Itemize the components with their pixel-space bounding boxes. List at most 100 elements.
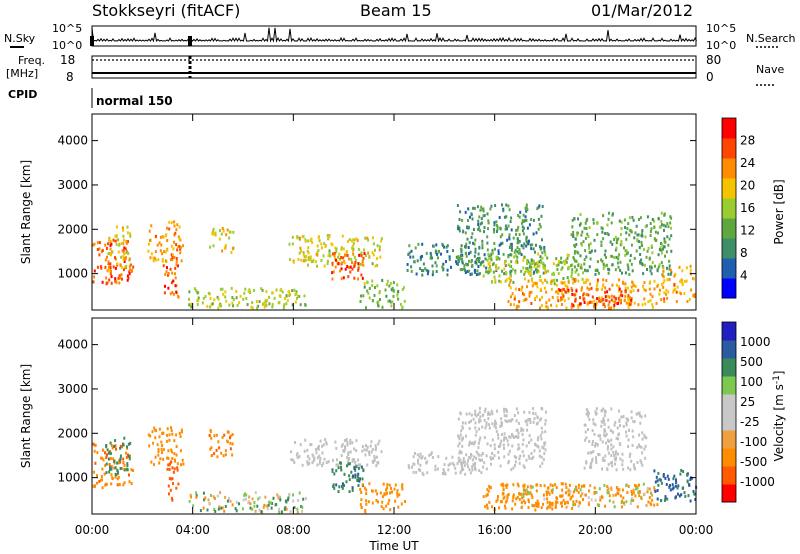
velocity-cell bbox=[610, 438, 613, 442]
velocity-cell bbox=[515, 456, 518, 460]
velocity-cell bbox=[480, 471, 483, 475]
velocity-cell bbox=[228, 497, 230, 500]
power-cell bbox=[660, 283, 663, 286]
velocity-cell bbox=[151, 430, 154, 434]
noise-tick-low-right: 10^0 bbox=[706, 39, 736, 52]
power-cell bbox=[668, 237, 671, 241]
velocity-cell bbox=[459, 471, 462, 475]
power-cell bbox=[589, 257, 592, 261]
velocity-cell bbox=[666, 474, 669, 478]
power-cell bbox=[331, 263, 334, 267]
velocity-cell bbox=[270, 506, 273, 510]
power-cell bbox=[666, 222, 669, 226]
velocity-cell bbox=[517, 443, 520, 447]
power-cell bbox=[672, 290, 675, 294]
velocity-cell bbox=[167, 456, 170, 460]
power-cell bbox=[118, 243, 121, 247]
velocity-cell bbox=[485, 454, 488, 458]
velocity-cell bbox=[544, 419, 547, 422]
power-cell bbox=[571, 277, 574, 281]
power-cell bbox=[523, 293, 526, 297]
velocity-cell bbox=[229, 441, 232, 445]
power-cell bbox=[509, 220, 512, 224]
velocity-cell bbox=[532, 420, 535, 424]
power-cell bbox=[560, 288, 563, 292]
power-cell bbox=[492, 262, 495, 266]
velocity-cell bbox=[602, 417, 605, 421]
velocity-cell bbox=[502, 484, 505, 488]
power-cell bbox=[326, 259, 329, 263]
power-cell bbox=[366, 236, 369, 240]
power-cell bbox=[459, 268, 462, 272]
velocity-cell bbox=[315, 451, 318, 455]
power-cell bbox=[111, 250, 114, 254]
velocity-cell bbox=[430, 451, 433, 455]
power-cell bbox=[629, 259, 632, 263]
power-cell bbox=[178, 237, 181, 241]
velocity-cell bbox=[180, 463, 182, 467]
velocity-cell bbox=[156, 443, 159, 447]
power-cell bbox=[475, 258, 478, 262]
power-cell bbox=[125, 240, 128, 243]
power-cell bbox=[98, 247, 101, 251]
velocity-cell bbox=[635, 487, 637, 491]
power-cell bbox=[126, 231, 129, 235]
power-cell bbox=[128, 264, 131, 268]
power-cell bbox=[281, 290, 284, 294]
velocity-cell bbox=[490, 457, 492, 461]
velocity-cell bbox=[521, 433, 524, 436]
velocity-cell bbox=[337, 463, 340, 467]
power-cell bbox=[657, 217, 660, 221]
power-cell bbox=[651, 303, 654, 307]
velocity-cell bbox=[123, 468, 126, 472]
power-cell bbox=[510, 260, 513, 264]
velocity-cell bbox=[354, 468, 357, 472]
velocity-cell bbox=[168, 433, 171, 437]
power-cell bbox=[477, 219, 480, 223]
velocity-cell bbox=[473, 463, 476, 467]
power-cell bbox=[532, 281, 535, 285]
velocity-cell bbox=[499, 500, 502, 504]
power-cell bbox=[542, 261, 545, 265]
velocity-cell bbox=[607, 438, 609, 442]
power-cell bbox=[110, 253, 112, 257]
power-cell bbox=[93, 242, 96, 246]
velocity-cell bbox=[640, 415, 643, 419]
velocity-cell bbox=[177, 482, 180, 486]
power-cell bbox=[112, 265, 115, 269]
power-cell bbox=[459, 254, 462, 257]
power-cell bbox=[596, 260, 599, 264]
power-cell bbox=[461, 257, 463, 261]
velocity-cell bbox=[646, 487, 649, 490]
velocity-cell bbox=[108, 450, 111, 454]
velocity-cell bbox=[358, 479, 361, 483]
velocity-cell bbox=[431, 456, 434, 459]
velocity-cell bbox=[503, 455, 506, 459]
power-cell bbox=[123, 238, 125, 242]
velocity-cell bbox=[120, 445, 123, 449]
velocity-cell bbox=[312, 459, 315, 463]
power-cell bbox=[612, 305, 615, 309]
velocity-cell bbox=[577, 483, 580, 487]
power-cell bbox=[474, 238, 477, 242]
power-cell bbox=[326, 234, 329, 237]
power-cell bbox=[175, 257, 178, 260]
power-cell bbox=[535, 231, 538, 235]
velocity-cell bbox=[107, 457, 110, 461]
power-cell bbox=[114, 279, 117, 283]
velocity-cell bbox=[501, 421, 503, 425]
power-cell bbox=[518, 248, 521, 252]
velocity-cell bbox=[382, 507, 385, 511]
velocity-cell bbox=[674, 484, 677, 488]
power-cell bbox=[625, 237, 628, 241]
velocity-cell bbox=[469, 471, 472, 475]
power-cell bbox=[588, 246, 591, 250]
velocity-cell bbox=[361, 445, 364, 448]
power-cell bbox=[543, 247, 546, 251]
power-cell bbox=[659, 246, 662, 250]
velocity-cell bbox=[512, 495, 515, 499]
power-cell bbox=[100, 265, 102, 269]
velocity-cell bbox=[636, 461, 639, 464]
power-cell bbox=[96, 248, 99, 251]
power-cell bbox=[419, 257, 422, 261]
